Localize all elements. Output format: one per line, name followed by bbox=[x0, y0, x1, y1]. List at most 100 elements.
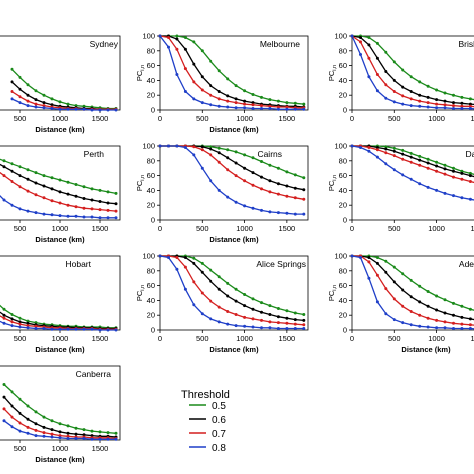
legend-entry-0.6: 0.6 bbox=[189, 415, 226, 426]
data-point bbox=[18, 429, 22, 433]
data-point bbox=[183, 67, 187, 71]
series-0.6 bbox=[158, 144, 306, 192]
y-axis-subscript: i,n bbox=[140, 175, 146, 181]
series-0.5 bbox=[350, 254, 474, 311]
data-point bbox=[50, 176, 54, 180]
x-tick-label: 1500 bbox=[471, 114, 474, 123]
plot-frame bbox=[0, 255, 121, 331]
data-point bbox=[10, 169, 14, 173]
series-0.8 bbox=[158, 34, 306, 111]
data-point bbox=[82, 185, 86, 189]
data-point bbox=[293, 212, 297, 216]
data-point bbox=[74, 205, 78, 209]
data-point bbox=[268, 98, 272, 102]
data-point bbox=[260, 160, 263, 163]
data-point bbox=[452, 175, 455, 179]
data-point bbox=[167, 256, 170, 259]
data-point bbox=[468, 197, 472, 201]
x-tick-label: 1500 bbox=[279, 224, 296, 233]
data-point bbox=[58, 190, 62, 194]
data-point bbox=[285, 105, 289, 109]
data-point bbox=[375, 56, 379, 60]
data-point bbox=[293, 186, 297, 190]
data-point bbox=[90, 187, 94, 191]
x-tick-label: 1500 bbox=[279, 334, 296, 343]
data-point bbox=[82, 215, 86, 219]
data-point bbox=[251, 183, 255, 187]
data-point bbox=[209, 179, 213, 183]
data-point bbox=[114, 216, 118, 220]
data-point bbox=[58, 100, 62, 104]
data-point bbox=[302, 313, 306, 316]
data-point bbox=[302, 327, 306, 330]
data-point bbox=[90, 434, 94, 438]
data-point bbox=[384, 151, 388, 155]
data-point bbox=[10, 415, 14, 419]
data-point bbox=[401, 157, 405, 161]
data-point bbox=[58, 214, 62, 218]
data-point bbox=[217, 69, 221, 73]
x-tick-label: 0 bbox=[158, 224, 162, 233]
data-point bbox=[106, 437, 110, 441]
data-point bbox=[452, 327, 455, 330]
data-point bbox=[66, 327, 70, 331]
series-line-0.7 bbox=[160, 145, 304, 200]
y-tick-label: 100 bbox=[142, 32, 155, 41]
data-point bbox=[82, 437, 86, 440]
data-point bbox=[167, 45, 170, 49]
data-point bbox=[268, 304, 272, 308]
data-point bbox=[409, 160, 413, 164]
data-point bbox=[26, 417, 30, 421]
data-point bbox=[34, 89, 38, 93]
data-point bbox=[426, 84, 430, 88]
panel-title: Canberra bbox=[76, 369, 112, 379]
data-point bbox=[106, 190, 110, 194]
x-tick-label: 1000 bbox=[236, 224, 253, 233]
data-point bbox=[200, 145, 204, 149]
data-point bbox=[10, 203, 14, 207]
data-point bbox=[401, 102, 405, 106]
data-point bbox=[409, 177, 413, 181]
data-point bbox=[167, 144, 170, 148]
plot-frame bbox=[351, 35, 474, 111]
data-point bbox=[175, 267, 179, 271]
data-point bbox=[2, 174, 6, 178]
data-point bbox=[285, 101, 289, 105]
data-point bbox=[251, 103, 255, 107]
data-point bbox=[10, 97, 14, 101]
data-point bbox=[50, 435, 54, 439]
x-tick-label: 500 bbox=[196, 334, 209, 343]
data-point bbox=[367, 149, 371, 153]
data-point bbox=[435, 102, 439, 106]
x-axis-title: Distance (km) bbox=[35, 125, 85, 134]
x-tick-label: 1000 bbox=[236, 114, 253, 123]
data-point bbox=[82, 197, 86, 200]
data-point bbox=[384, 287, 388, 291]
data-point bbox=[234, 287, 238, 291]
data-point bbox=[285, 316, 289, 320]
data-point bbox=[409, 90, 413, 93]
series-0.8 bbox=[350, 254, 474, 330]
data-point bbox=[42, 106, 46, 110]
data-point bbox=[452, 194, 455, 198]
data-point bbox=[350, 34, 354, 38]
data-point bbox=[58, 178, 62, 182]
x-tick-label: 1000 bbox=[52, 114, 69, 123]
data-point bbox=[276, 182, 280, 186]
data-point bbox=[285, 327, 289, 330]
y-tick-label: 40 bbox=[339, 76, 347, 85]
series-0.7 bbox=[350, 34, 474, 108]
x-tick-label: 1500 bbox=[471, 224, 474, 233]
legend-label-0.8: 0.8 bbox=[212, 443, 226, 454]
data-point bbox=[26, 93, 30, 97]
y-tick-label: 100 bbox=[142, 252, 155, 261]
x-tick-label: 1000 bbox=[236, 334, 253, 343]
data-point bbox=[175, 256, 179, 259]
data-point bbox=[58, 201, 62, 205]
y-tick-label: 100 bbox=[142, 142, 155, 151]
data-point bbox=[2, 313, 6, 317]
data-point bbox=[74, 214, 78, 218]
data-point bbox=[384, 162, 388, 166]
data-point bbox=[50, 103, 54, 107]
data-point bbox=[251, 107, 255, 110]
